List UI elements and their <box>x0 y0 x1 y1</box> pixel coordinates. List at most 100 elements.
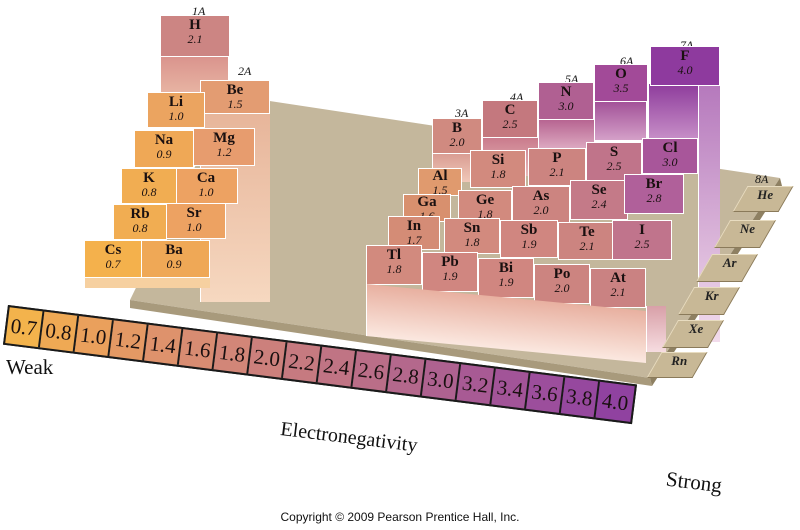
element-en: 2.1 <box>549 165 565 179</box>
element-en: 2.1 <box>610 285 626 299</box>
element-en: 4.0 <box>677 63 693 77</box>
element-symbol: Te <box>579 224 595 240</box>
element-k: K 0.8 <box>121 168 177 204</box>
element-symbol: Li <box>168 94 184 110</box>
element-en: 2.5 <box>502 117 518 131</box>
element-en: 3.0 <box>558 99 574 113</box>
scale-cell: 3.2 <box>456 364 496 405</box>
element-symbol: Si <box>491 152 505 168</box>
element-en: 1.9 <box>498 275 514 289</box>
scale-cell: 2.0 <box>248 337 288 379</box>
element-symbol: S <box>609 144 619 160</box>
copyright-text: Copyright © 2009 Pearson Prentice Hall, … <box>280 510 520 524</box>
element-o: O 3.5 <box>594 64 648 102</box>
element-br: Br 2.8 <box>624 174 684 214</box>
element-as: As 2.0 <box>512 186 570 224</box>
element-pb: Pb 1.9 <box>422 252 478 292</box>
element-symbol: At <box>610 270 626 286</box>
element-en: 2.1 <box>187 32 203 46</box>
element-symbol: In <box>406 218 422 234</box>
element-symbol: Sb <box>520 222 538 238</box>
scale-cell: 2.8 <box>387 355 427 396</box>
scale-cell: 1.4 <box>144 324 184 365</box>
element-symbol: Sn <box>463 220 481 236</box>
element-li: Li 1.0 <box>147 92 205 128</box>
element-symbol: I <box>639 222 645 238</box>
element-symbol: Cs <box>104 242 122 258</box>
element-rb: Rb 0.8 <box>113 204 167 240</box>
element-en: 0.8 <box>132 221 148 235</box>
scale-cell: 3.0 <box>421 359 462 400</box>
element-cl: Cl 3.0 <box>642 138 698 174</box>
element-tl: Tl 1.8 <box>366 245 422 285</box>
element-n: N 3.0 <box>538 82 594 120</box>
element-ba: Ba 0.9 <box>138 240 210 278</box>
element-mg: Mg 1.2 <box>193 128 255 166</box>
element-symbol: B <box>451 120 462 136</box>
element-te: Te 2.1 <box>558 222 616 260</box>
element-symbol: Ba <box>165 242 183 258</box>
scale-cell: 0.7 <box>5 307 45 348</box>
element-symbol: Se <box>591 182 607 198</box>
group-label-8a: 8A <box>755 172 769 186</box>
element-h: H 2.1 <box>160 15 230 57</box>
element-bi: Bi 1.9 <box>478 258 534 298</box>
element-symbol: F <box>680 48 690 64</box>
element-al: Al 1.5 <box>418 168 462 196</box>
element-symbol: Bi <box>498 260 514 276</box>
element-symbol: H <box>189 17 201 33</box>
element-c: C 2.5 <box>482 100 538 138</box>
n-side <box>538 118 594 148</box>
element-si: Si 1.8 <box>470 150 526 188</box>
element-en: 2.5 <box>606 159 622 173</box>
scale-cell: 2.6 <box>352 351 392 392</box>
element-at: At 2.1 <box>590 268 646 308</box>
scale-cell: 4.0 <box>595 381 635 422</box>
element-en: 2.0 <box>449 135 465 149</box>
element-be: Be 1.5 <box>200 80 270 114</box>
group-label-2a: 2A <box>238 64 252 78</box>
element-f: F 4.0 <box>650 46 720 86</box>
element-symbol: K <box>143 170 155 186</box>
element-en: 3.5 <box>613 81 629 95</box>
element-en: 2.1 <box>579 239 595 253</box>
element-symbol: Tl <box>386 247 402 263</box>
scale-cell: 1.2 <box>109 320 149 361</box>
element-symbol: C <box>504 102 516 118</box>
element-en: 2.4 <box>591 197 607 211</box>
element-po: Po 2.0 <box>534 264 590 304</box>
element-en: 1.0 <box>168 109 184 123</box>
element-na: Na 0.9 <box>134 130 194 168</box>
element-in: In 1.7 <box>388 216 440 250</box>
element-symbol: Pb <box>441 254 459 270</box>
element-en: 1.8 <box>464 235 480 249</box>
element-en: 1.8 <box>477 207 493 221</box>
element-symbol: Ne <box>740 221 756 236</box>
element-symbol: P <box>552 150 562 166</box>
scale-cell: 1.6 <box>178 329 219 370</box>
element-symbol: Ca <box>196 170 216 186</box>
element-sb: Sb 1.9 <box>500 220 558 258</box>
element-en: 2.0 <box>554 281 570 295</box>
element-symbol: Ga <box>417 194 437 210</box>
element-symbol: He <box>757 187 774 202</box>
element-se: Se 2.4 <box>570 180 628 220</box>
weak-label: Weak <box>6 355 54 379</box>
element-sn: Sn 1.8 <box>444 218 500 254</box>
element-symbol: Al <box>432 168 448 184</box>
scale-cell: 3.6 <box>526 373 566 414</box>
element-en: 1.9 <box>442 269 458 283</box>
element-cs: Cs 0.7 <box>84 240 142 278</box>
element-symbol: Mg <box>213 130 235 146</box>
o-side <box>594 100 646 140</box>
element-en: 1.2 <box>216 145 232 159</box>
element-b: B 2.0 <box>432 118 482 154</box>
element-en: 0.9 <box>166 257 182 271</box>
element-sr: Sr 1.0 <box>162 203 226 239</box>
element-en: 1.9 <box>521 237 537 251</box>
element-symbol: Sr <box>186 205 202 221</box>
element-en: 0.8 <box>141 185 157 199</box>
element-en: 0.9 <box>156 147 172 161</box>
element-ca: Ca 1.0 <box>174 168 238 204</box>
